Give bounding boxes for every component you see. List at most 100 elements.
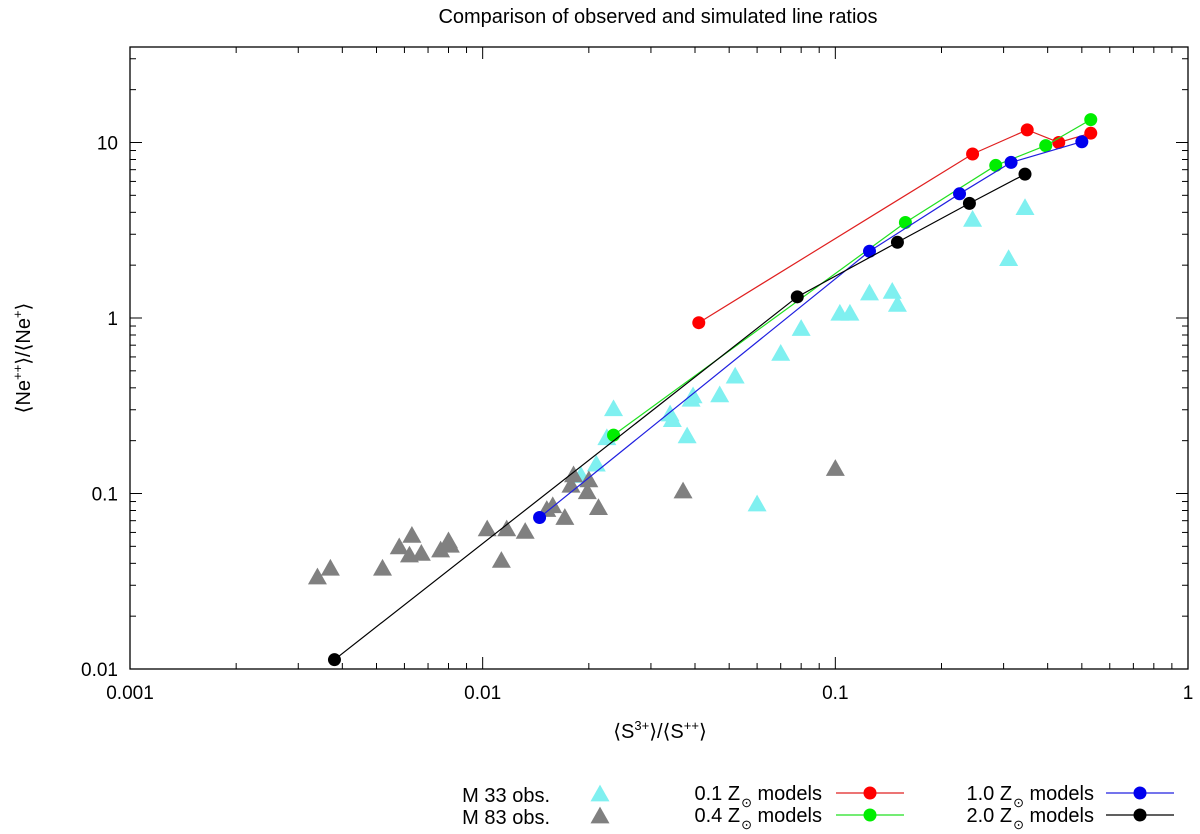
legend-model-0.1-sun-symbol: ⊙ [741,795,752,810]
x-tick-label: 1 [1183,683,1194,704]
observation-series-m83 [307,459,845,585]
legend-point [863,808,877,822]
observation-point [320,558,340,576]
observation-point [440,535,460,553]
model-point [863,244,877,258]
y-axis-label: ⟨Ne++⟩/⟨Ne+⟩ [10,303,35,414]
observation-point [564,465,584,483]
observation-point [402,525,422,543]
axis-ticks [129,47,1188,670]
observation-point [673,481,693,499]
legend-label-model-1.0: 1.0 Z⊙ models [966,783,1094,810]
model-point [989,158,1003,172]
y-tick-label: 0.1 [92,484,118,505]
legend-model-1.0-suffix: models [1024,783,1094,805]
x-axis-label-sup1: 3+ [634,718,649,733]
model-series-1 [607,113,1098,442]
model-point [607,428,621,442]
legend-model-2.0-suffix: models [1024,805,1094,827]
observation-point [860,283,880,301]
y-tick-label: 1 [107,309,118,330]
y-axis-label-sup1: ++ [10,365,25,380]
model-point [1052,135,1066,149]
model-point [533,510,547,524]
legend-point [1133,808,1147,822]
model-point [962,196,976,210]
observation-point [725,366,745,384]
observation-point [389,537,409,555]
observation-point [677,426,697,444]
model-series-2 [533,135,1089,524]
x-tick-label: 0.01 [464,683,501,704]
legend-point [863,786,877,800]
observation-point [307,567,327,585]
model-series-0 [692,123,1098,330]
model-point [790,290,804,304]
model-point [890,235,904,249]
legend-observation-markers [590,784,610,824]
legend-label-model-0.4: 0.4 Z⊙ models [694,805,822,832]
x-tick-label: 0.001 [106,683,154,704]
observation-point [411,543,431,561]
observation-point [586,454,606,472]
model-point [692,316,706,330]
observation-point [515,522,535,539]
observation-point [477,519,497,537]
model-point [1075,135,1089,149]
y-axis-label-open: ⟨Ne [13,380,35,413]
legend-model-0.1-prefix: 0.1 Z [694,783,740,805]
legend-marker-m83 [590,806,610,824]
model-point [1020,123,1034,137]
legend-model-2.0-sun-symbol: ⊙ [1013,817,1024,832]
model-point [1084,113,1098,127]
legend-marker-m33 [590,784,610,802]
model-point [1018,167,1032,181]
observation-point [887,295,907,312]
legend-label-m83: M 83 obs. [462,807,550,829]
y-tick-label: 10 [97,133,118,154]
chart-title: Comparison of observed and simulated lin… [438,6,877,28]
observation-point [588,498,608,515]
plot-border [129,46,1189,670]
observation-point [747,494,767,512]
observation-point [431,540,451,558]
observation-series-m33 [571,198,1035,512]
observation-point [555,508,575,525]
observation-point [825,459,845,476]
observation-point [497,519,517,537]
model-line [613,119,1092,436]
model-series-3 [327,167,1032,667]
model-point [953,187,967,201]
x-tick-label: 0.1 [822,683,848,704]
model-point [966,147,980,161]
observation-point [1015,198,1035,215]
observation-point [579,470,599,488]
observation-point [577,482,597,500]
observation-point [963,209,983,227]
model-line [334,173,1026,661]
legend-model-1.0-prefix: 1.0 Z [966,783,1012,805]
legend-model-2.0-prefix: 2.0 Z [966,805,1012,827]
legend-model-0.4-sun-symbol: ⊙ [741,817,752,832]
x-axis-label-open: ⟨S [613,721,634,743]
model-point [1084,126,1098,140]
legend-model-0.4-prefix: 0.4 Z [694,805,740,827]
series-layer [307,113,1098,667]
legend-model-markers [836,786,1174,822]
legend-model-1.0-sun-symbol: ⊙ [1013,795,1024,810]
x-axis-label: ⟨S3+⟩/⟨S++⟩ [613,718,707,743]
observation-point [543,496,563,514]
legend-model-0.1-suffix: models [752,783,822,805]
y-axis-label-sup2: + [10,310,25,318]
x-axis-label-close: ⟩ [699,721,707,743]
x-axis-label-mid: ⟩/⟨S [649,721,684,743]
observation-point [604,399,624,417]
model-point [327,653,341,667]
observation-point [999,249,1019,267]
model-point [1004,155,1018,169]
observation-point [660,404,680,422]
observation-point [710,385,730,403]
plot-area [129,46,1189,670]
